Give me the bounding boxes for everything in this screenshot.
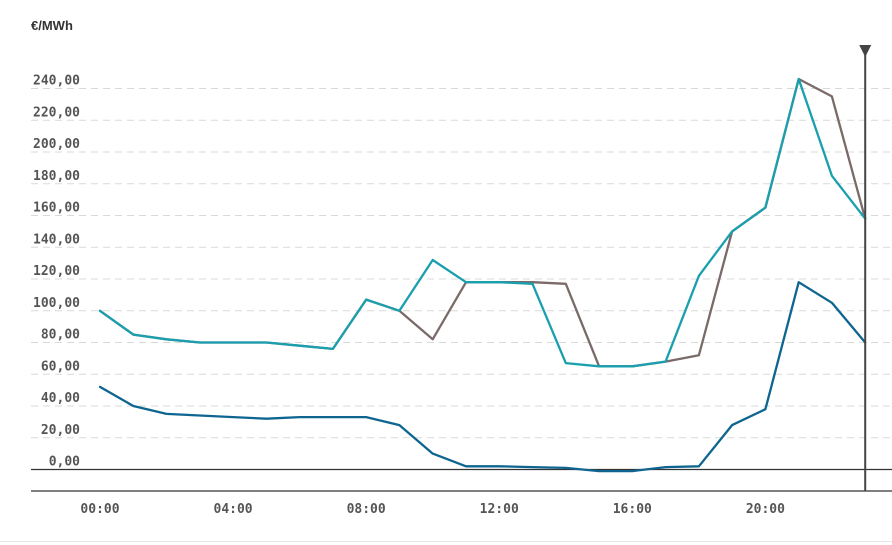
y-tick-label: 60,00 [41, 359, 80, 374]
y-axis-unit-label: €/MWh [31, 18, 73, 33]
y-tick-label: 100,00 [33, 296, 80, 311]
y-tick-label: 120,00 [33, 264, 80, 279]
current-time-marker[interactable] [859, 45, 872, 491]
grid-lines [31, 88, 892, 439]
y-tick-label: 240,00 [33, 74, 80, 89]
y-tick-label: 220,00 [33, 105, 80, 120]
series-lines [98, 77, 867, 473]
y-tick-label: 180,00 [33, 169, 80, 184]
x-tick-labels: 00:00 04:00 08:00 12:00 16:00 20:00 [80, 502, 785, 517]
series-a-hit-line [100, 79, 865, 366]
y-tick-label: 140,00 [33, 232, 80, 247]
y-tick-label: 160,00 [33, 201, 80, 216]
time-marker-handle-icon[interactable] [859, 45, 872, 57]
y-tick-label: 20,00 [41, 423, 80, 438]
y-tick-labels: 0,00 20,00 40,00 60,00 80,00 100,00 120,00 140,… [33, 74, 80, 470]
y-tick-label: 0,00 [49, 455, 80, 470]
y-tick-label: 80,00 [41, 328, 80, 343]
series-b-line [98, 77, 867, 368]
y-tick-label: 40,00 [41, 391, 80, 406]
axes [31, 468, 892, 492]
bottom-divider [0, 541, 892, 542]
series-a-line [98, 77, 867, 368]
x-tick-label: 20:00 [746, 502, 785, 517]
x-tick-label: 00:00 [80, 502, 119, 517]
x-tick-label: 12:00 [480, 502, 519, 517]
series-c-line [98, 281, 867, 473]
y-tick-label: 200,00 [33, 137, 80, 152]
x-tick-label: 08:00 [347, 502, 386, 517]
x-tick-label: 04:00 [214, 502, 253, 517]
x-tick-label: 16:00 [613, 502, 652, 517]
